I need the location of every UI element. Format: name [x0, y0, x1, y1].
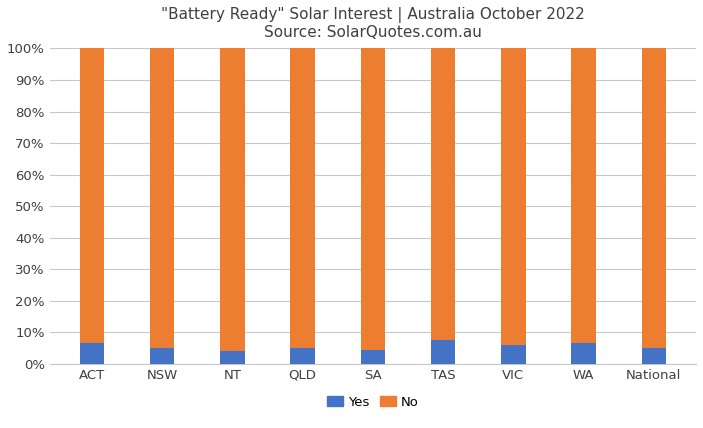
Bar: [431, 340, 456, 364]
Bar: [290, 48, 315, 348]
Bar: [361, 48, 385, 350]
Bar: [150, 348, 174, 364]
Bar: [220, 48, 245, 351]
Bar: [290, 348, 315, 364]
Bar: [361, 350, 385, 364]
Bar: [431, 48, 456, 340]
Bar: [79, 48, 104, 343]
Bar: [150, 48, 174, 348]
Bar: [642, 348, 666, 364]
Bar: [501, 345, 526, 364]
Title: "Battery Ready" Solar Interest | Australia October 2022
Source: SolarQuotes.com.: "Battery Ready" Solar Interest | Austral…: [161, 7, 585, 40]
Bar: [642, 48, 666, 348]
Bar: [79, 343, 104, 364]
Bar: [572, 48, 596, 343]
Bar: [572, 343, 596, 364]
Legend: Yes, No: Yes, No: [321, 390, 424, 414]
Bar: [501, 48, 526, 345]
Bar: [220, 351, 245, 364]
